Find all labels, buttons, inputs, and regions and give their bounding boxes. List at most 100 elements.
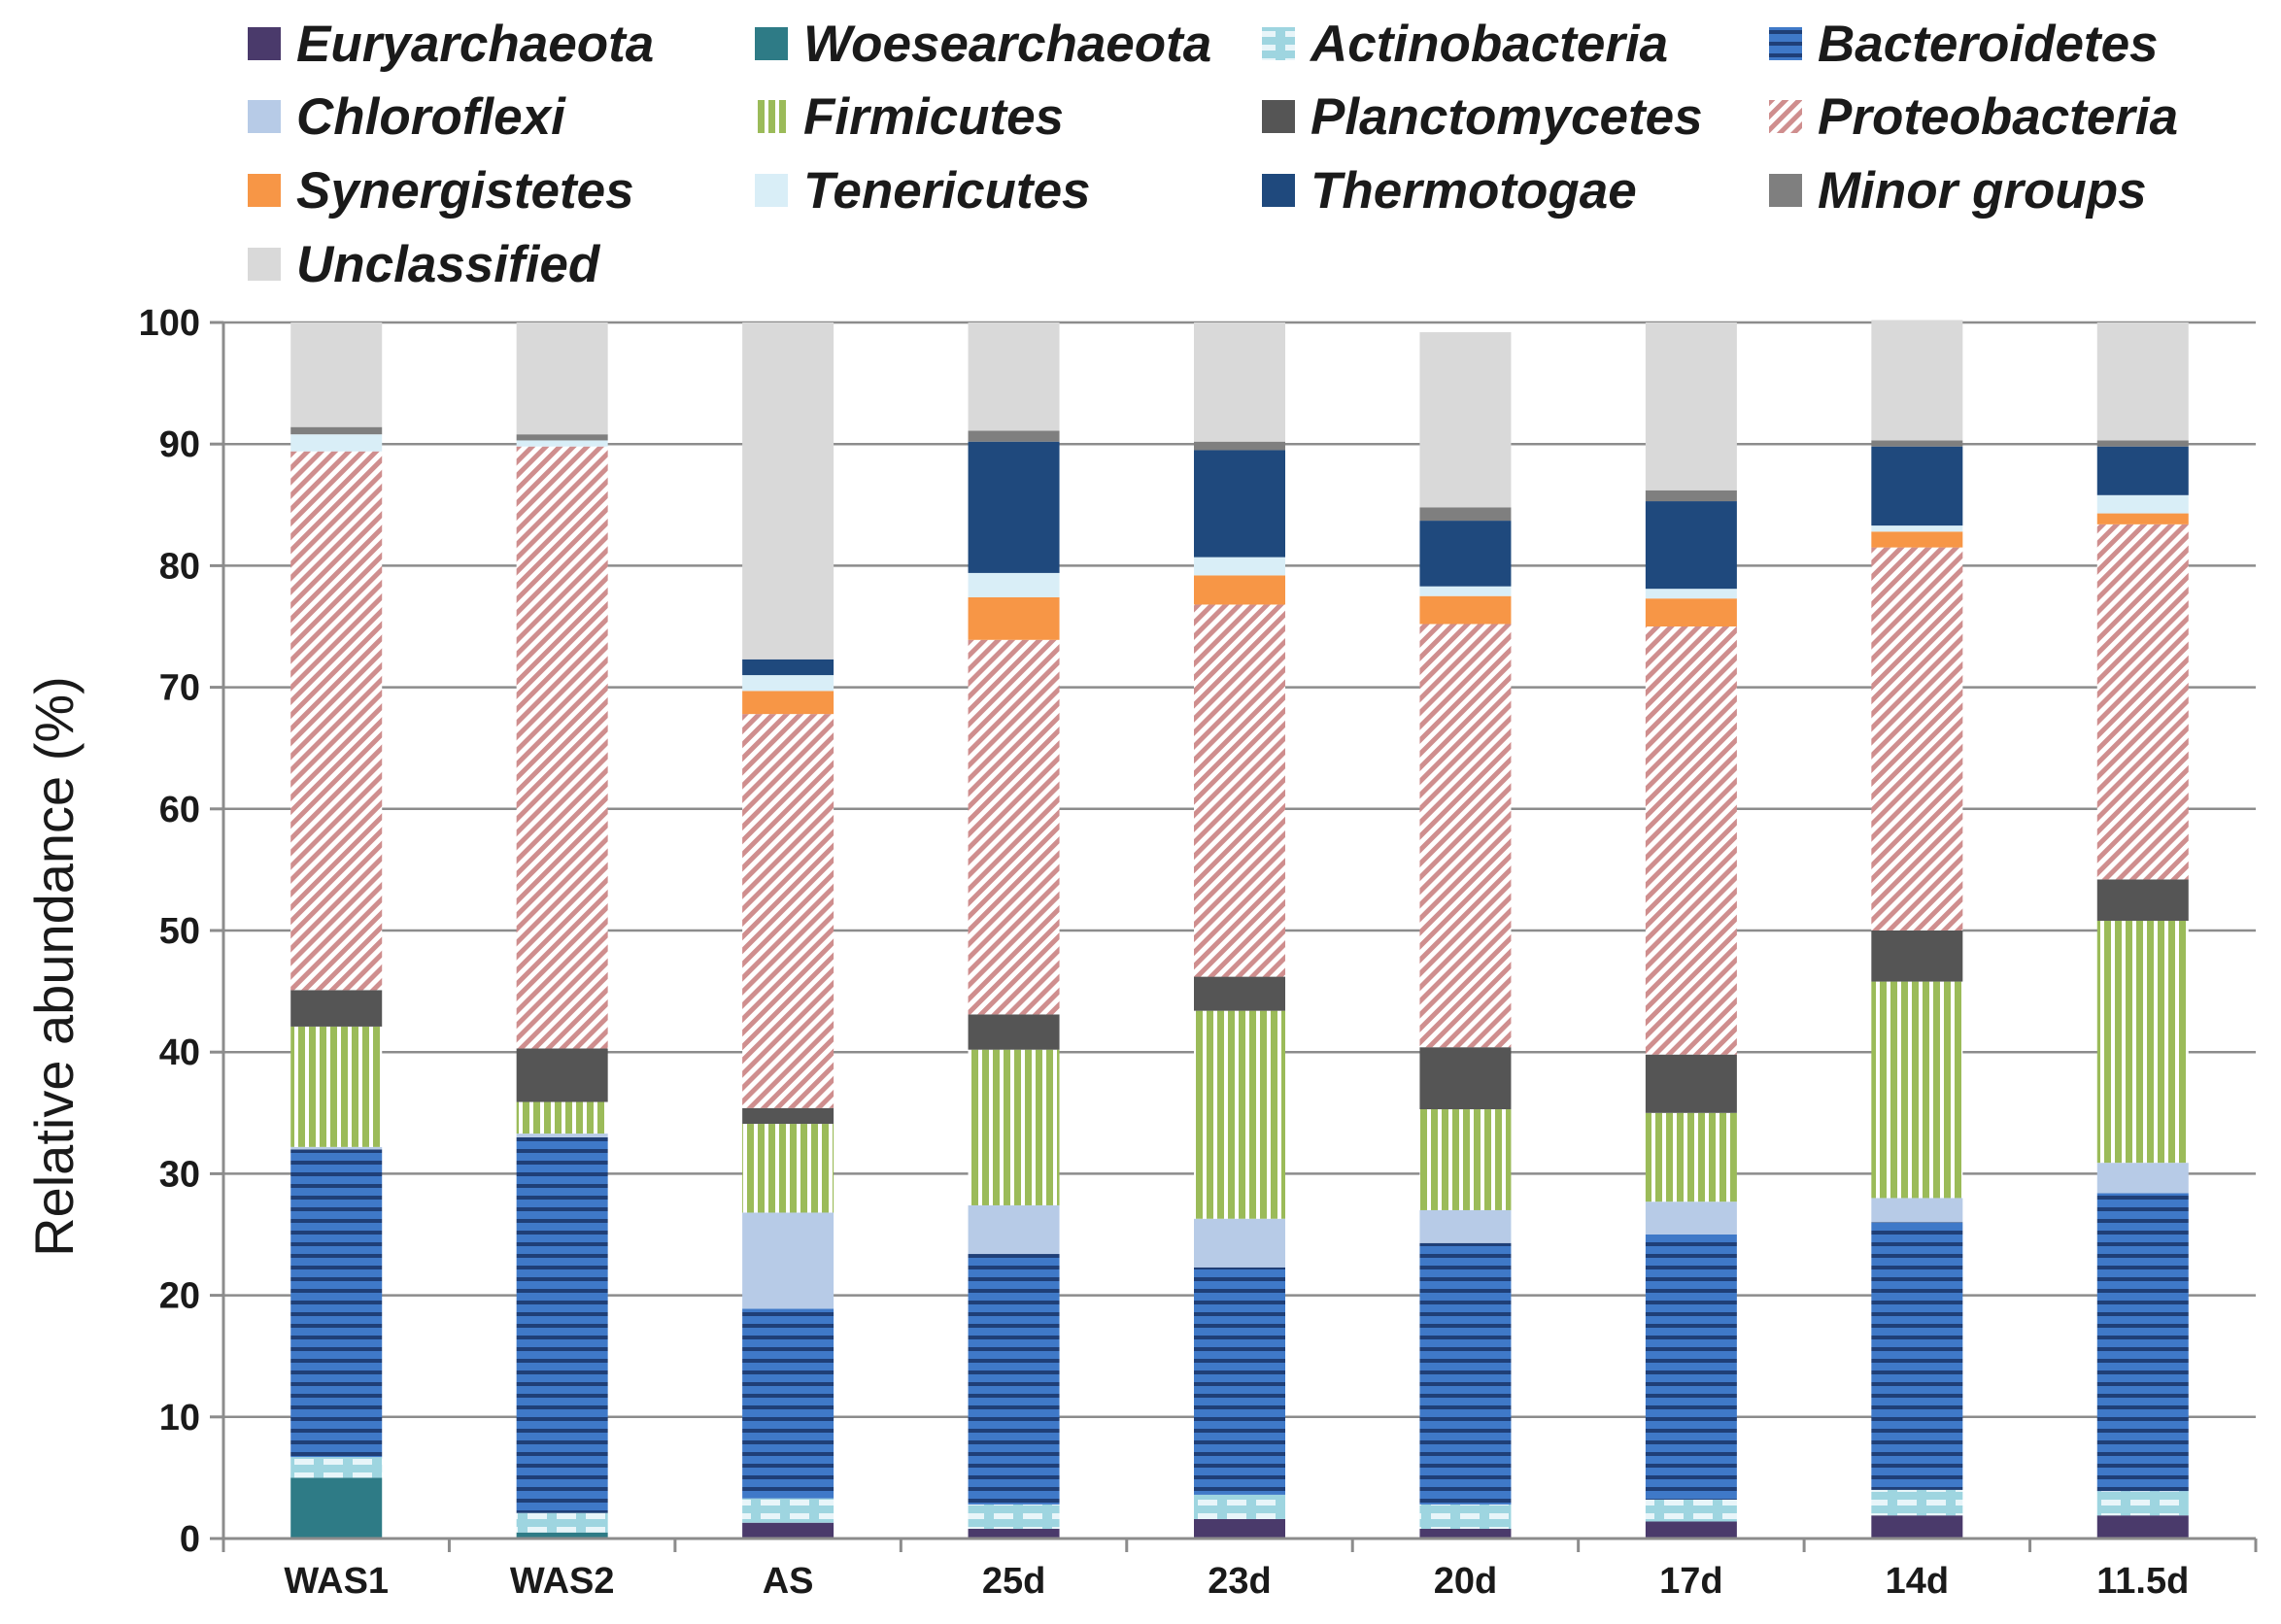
bar-segment-was2-bacteroidetes [516,1136,608,1513]
bar-segment-as-bacteroidetes [742,1308,834,1499]
bar-segment-17d-proteobacteria [1645,626,1737,1055]
legend-label-firmicutes: Firmicutes [803,88,1064,146]
y-tick-label-40: 40 [159,1032,200,1073]
bar-segment-23d-chloroflexi [1194,1218,1285,1268]
bar-segment-23d-firmicutes [1194,1010,1285,1219]
bar-segment-25d-unclassified [968,322,1060,431]
legend-label-synergistetes: Synergistetes [296,162,634,220]
y-tick-label-30: 30 [159,1154,200,1195]
bar-segment-23d-thermotogae [1194,450,1285,558]
bar-segment-17d-planctomycetes [1645,1054,1737,1113]
bar-segment-20d-chloroflexi [1419,1209,1512,1243]
bar-stack-17d [1645,322,1737,1539]
bar-segment-23d-synergistetes [1194,575,1285,605]
bar-segment-11-5d-chloroflexi [2096,1163,2189,1194]
legend-label-actinobacteria: Actinobacteria [1309,16,1668,73]
bar-segment-11-5d-actinobacteria [2096,1491,2189,1516]
bar-stack-23d [1194,322,1285,1539]
bar-segment-11-5d-bacteroidetes [2096,1193,2189,1492]
x-tick-label-17d: 17d [1659,1561,1722,1602]
y-tick-label-50: 50 [159,911,200,952]
bar-segment-17d-actinobacteria [1645,1499,1737,1522]
bar-segment-11-5d-tenericutes [2096,494,2189,514]
bar-segment-was2-proteobacteria [516,446,608,1049]
bar-segment-was2-tenericutes [516,440,608,447]
legend-swatch-synergistetes [248,174,281,207]
bar-segment-was1-firmicutes [290,1026,383,1147]
legend-swatch-unclassified [248,248,281,281]
legend-item-chloroflexi: Chloroflexi [248,88,566,146]
bar-segment-as-thermotogae [742,659,834,676]
bar-segment-25d-thermotogae [968,441,1060,573]
legend-item-thermotogae: Thermotogae [1262,162,1637,220]
legend-swatch-thermotogae [1262,174,1295,207]
bar-segment-11-5d-euryarchaeota [2096,1515,2189,1539]
bar-segment-14d-unclassified [1871,320,1963,441]
y-tick-label-0: 0 [180,1519,200,1560]
bar-segment-20d-proteobacteria [1419,624,1512,1048]
bar-segment-25d-euryarchaeota [968,1528,1060,1539]
bar-segment-14d-synergistetes [1871,531,1963,548]
bar-segment-25d-chloroflexi [968,1204,1060,1255]
legend-label-bacteroidetes: Bacteroidetes [1818,16,2159,73]
bar-segment-was2-firmicutes [516,1101,608,1134]
y-tick-label-10: 10 [159,1398,200,1438]
bar-segment-was1-woesearchaeota [290,1477,383,1539]
bar-segment-20d-bacteroidetes [1419,1242,1512,1505]
bar-segment-14d-thermotogae [1871,446,1963,526]
y-tick-label-20: 20 [159,1276,200,1317]
bar-segment-11-5d-thermotogae [2096,446,2189,495]
bar-stack-25d [968,322,1060,1539]
bar-segment-was1-actinobacteria [290,1457,383,1478]
legend-swatch-actinobacteria [1262,27,1295,60]
bar-segment-23d-minor-groups [1194,441,1285,451]
bar-segment-was2-planctomycetes [516,1048,608,1102]
bar-segment-14d-chloroflexi [1871,1198,1963,1223]
bar-segment-was2-unclassified [516,322,608,435]
bar-segment-25d-proteobacteria [968,639,1060,1015]
bar-segment-14d-euryarchaeota [1871,1515,1963,1539]
bar-segment-23d-bacteroidetes [1194,1267,1285,1495]
bar-segment-17d-tenericutes [1645,589,1737,599]
bar-stack-as [742,322,834,1539]
bar-segment-as-firmicutes [742,1124,834,1213]
x-tick-label-14d: 14d [1886,1561,1949,1602]
bar-segment-was1-tenericutes [290,434,383,452]
bar-segment-20d-thermotogae [1419,521,1512,587]
bar-segment-was1-chloroflexi [290,1146,383,1150]
bar-segment-as-tenericutes [742,675,834,692]
bar-segment-20d-minor-groups [1419,507,1512,522]
y-tick-label-90: 90 [159,424,200,465]
bar-segment-17d-bacteroidetes [1645,1235,1737,1500]
bar-segment-20d-euryarchaeota [1419,1528,1512,1539]
legend-item-bacteroidetes: Bacteroidetes [1769,16,2159,73]
legend-item-planctomycetes: Planctomycetes [1262,88,1703,146]
bar-segment-14d-tenericutes [1871,525,1963,532]
bar-segment-14d-firmicutes [1871,981,1963,1199]
axes: 0 10 20 30 40 50 60 70 80 90 100 WAS1 WAS2 AS 25d 23d 20… [139,303,2258,1602]
x-tick-label-20d: 20d [1434,1561,1497,1602]
legend-swatch-proteobacteria [1769,100,1802,133]
bar-segment-11-5d-unclassified [2096,322,2189,441]
bar-stack-20d [1419,332,1512,1539]
bar-segment-20d-synergistetes [1419,595,1512,625]
bar-segment-20d-actinobacteria [1419,1504,1512,1529]
bar-segment-25d-planctomycetes [968,1014,1060,1050]
legend-swatch-bacteroidetes [1769,27,1802,60]
legend-label-proteobacteria: Proteobacteria [1818,88,2178,146]
bar-segment-11-5d-firmicutes [2096,920,2189,1164]
legend-item-unclassified: Unclassified [248,236,601,293]
bar-segment-11-5d-synergistetes [2096,513,2189,524]
bar-segment-17d-synergistetes [1645,598,1737,626]
x-tick-label-was1: WAS1 [284,1561,389,1602]
bar-segment-25d-minor-groups [968,430,1060,442]
bar-segment-was2-woesearchaeota [516,1532,608,1539]
y-tick-label-80: 80 [159,546,200,587]
legend-swatch-minor-groups [1769,174,1802,207]
legend-item-firmicutes: Firmicutes [755,88,1064,146]
x-tick-label-11-5d: 11.5d [2096,1561,2189,1602]
legend-label-chloroflexi: Chloroflexi [296,88,566,146]
bar-segment-11-5d-minor-groups [2096,440,2189,447]
bar-segment-was1-unclassified [290,322,383,427]
